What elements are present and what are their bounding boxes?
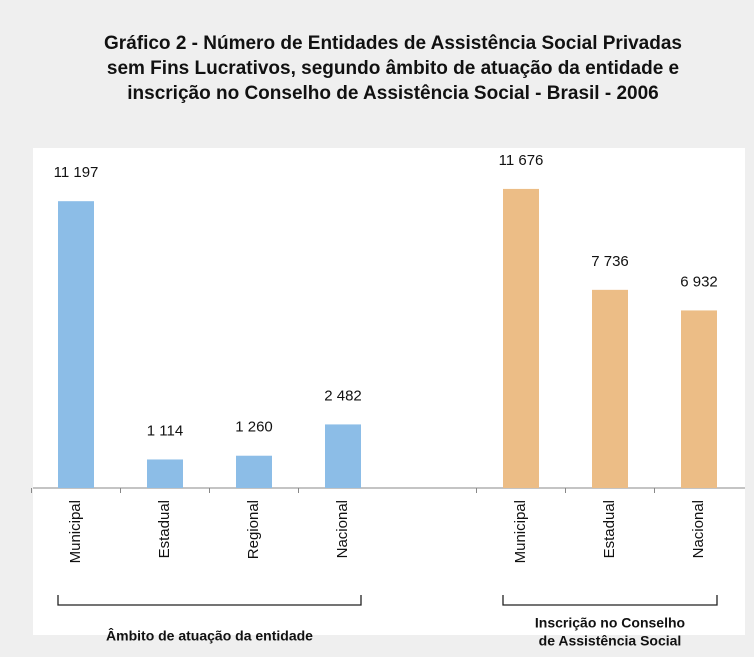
- bar: [147, 459, 183, 488]
- value-label: 1 114: [147, 422, 183, 439]
- x-tick-label: Regional: [245, 500, 262, 559]
- value-label: 11 197: [54, 164, 99, 181]
- group-label: Âmbito de atuação da entidade: [106, 627, 313, 644]
- chart-title: inscrição no Conselho de Assistência Soc…: [127, 83, 659, 104]
- x-tick-label: Nacional: [690, 500, 707, 558]
- bracket: [57, 595, 362, 606]
- bar: [681, 310, 717, 488]
- group-label: de Assistência Social: [539, 633, 682, 649]
- bracket: [502, 595, 718, 606]
- plot-area: [33, 148, 745, 635]
- x-tick-label: Nacional: [334, 500, 351, 558]
- bar: [325, 424, 361, 488]
- chart-title: sem Fins Lucrativos, segundo âmbito de a…: [107, 58, 679, 79]
- group-label: Inscrição no Conselho: [535, 615, 685, 631]
- value-label: 2 482: [324, 387, 362, 404]
- x-tick-label: Estadual: [156, 500, 173, 558]
- bar: [503, 188, 539, 488]
- value-label: 7 736: [591, 253, 629, 270]
- value-label: 6 932: [680, 273, 718, 290]
- x-tick-label: Municipal: [512, 500, 529, 563]
- chart-title: Gráfico 2 - Número de Entidades de Assis…: [104, 33, 682, 54]
- x-tick-label: Municipal: [67, 500, 84, 563]
- bar: [236, 455, 272, 488]
- bar: [58, 201, 94, 488]
- value-label: 1 260: [235, 419, 273, 436]
- bar: [592, 289, 628, 488]
- value-label: 11 676: [499, 152, 544, 169]
- x-tick-label: Estadual: [601, 500, 618, 558]
